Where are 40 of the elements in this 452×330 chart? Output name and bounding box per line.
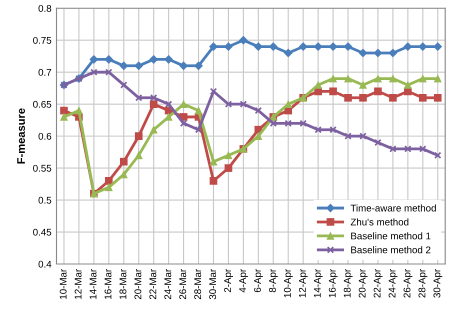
x-tick-label: 16-Apr: [328, 269, 338, 298]
y-tick-label: 0.8: [38, 4, 52, 12]
legend-label: Zhu's method: [350, 218, 408, 226]
x-tick-label: 26-Apr: [404, 269, 412, 298]
legend-label: Time-aware method: [350, 204, 436, 212]
x-tick-label: 20-Apr: [358, 269, 368, 298]
x-tick-label: 4-Apr: [239, 269, 248, 292]
x-tick-label: 14-Apr: [314, 269, 323, 298]
x-tick-label: 10-Apr: [284, 269, 293, 298]
y-axis-title: F-measure: [17, 108, 25, 164]
y-tick-label: 0.55: [33, 164, 52, 172]
x-tick-label: 12-Apr: [298, 269, 308, 298]
y-tick-label: 0.5: [38, 196, 52, 204]
x-tick-label: 16-Mar: [104, 269, 112, 299]
x-tick-label: 26-Mar: [179, 269, 186, 300]
x-tick-label: 12-Mar: [74, 269, 82, 299]
x-tick-label: 18-Apr: [344, 269, 353, 298]
y-tick-label: 0.65: [33, 100, 52, 108]
y-tick-label: 0.75: [33, 36, 52, 44]
y-tick-label: 0.45: [33, 228, 52, 236]
legend-label: Baseline method 1: [351, 232, 430, 240]
x-tick-label: 24-Mar: [164, 269, 172, 300]
x-tick-label: 28-Apr: [418, 269, 428, 298]
x-tick-label: 2-Apr: [224, 269, 233, 292]
x-tick-label: 24-Apr: [388, 269, 398, 298]
x-tick-label: 6-Apr: [254, 269, 263, 292]
x-tick-label: 18-Mar: [120, 269, 126, 299]
y-tick-label: 0.4: [38, 260, 52, 268]
x-tick-label: 30-Apr: [433, 269, 442, 298]
x-tick-label: 28-Mar: [194, 269, 202, 300]
x-tick-label: 10-Mar: [60, 269, 67, 299]
x-tick-label: 14-Mar: [90, 269, 96, 299]
x-tick-label: 22-Apr: [374, 269, 382, 298]
x-tick-label: 22-Mar: [149, 269, 156, 300]
x-tick-label: 8-Apr: [269, 269, 278, 292]
x-tick-label: 20-Mar: [134, 269, 142, 300]
x-tick-label: 30-Mar: [209, 269, 216, 300]
y-tick-label: 0.7: [38, 68, 52, 76]
legend-label: Baseline method 2: [351, 246, 430, 254]
y-tick-label: 0.6: [38, 132, 52, 140]
